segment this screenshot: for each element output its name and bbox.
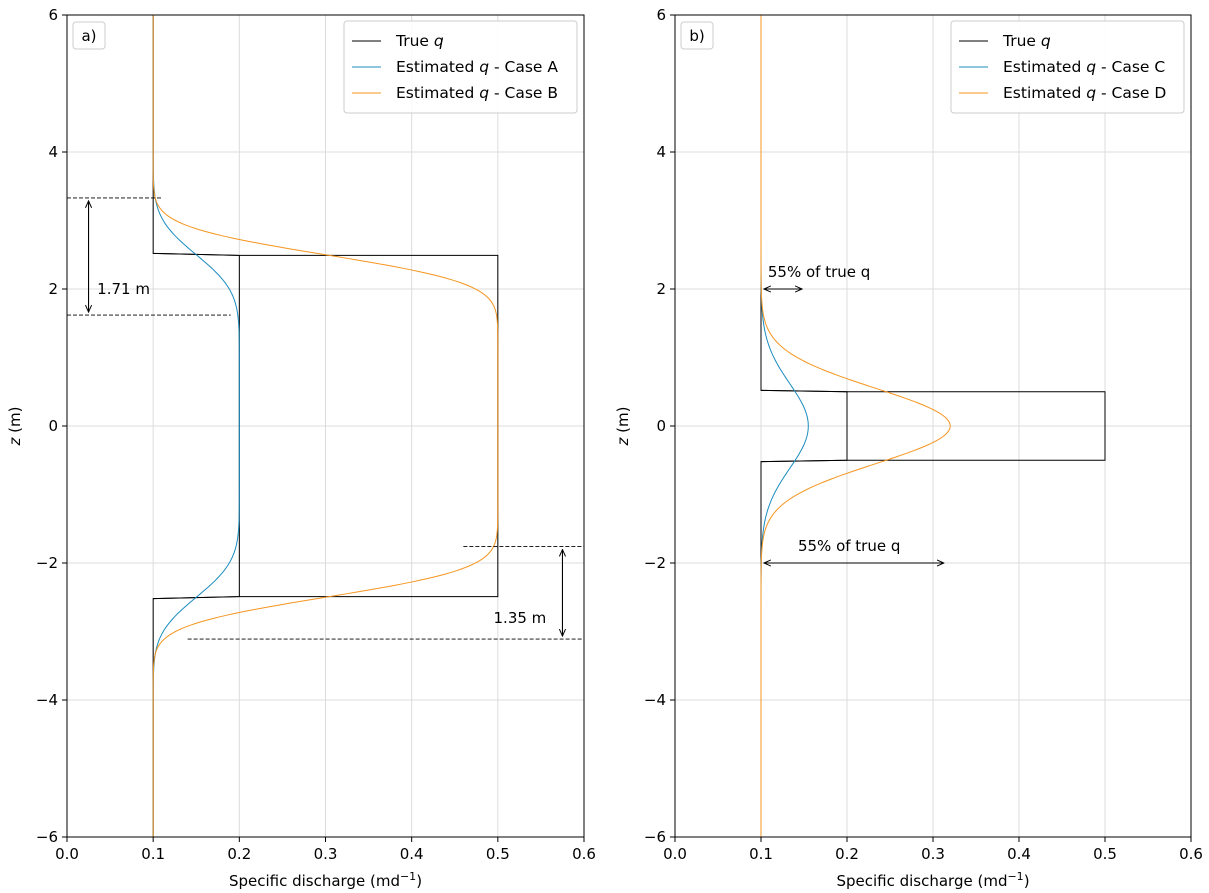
x-axis-label-main: Specific discharge (md bbox=[229, 872, 400, 890]
legend-label-prefix: Estimated bbox=[396, 84, 479, 102]
x-tick-label: 0.6 bbox=[1179, 845, 1203, 863]
y-tick-label: −4 bbox=[644, 691, 666, 709]
legend-label: Estimated q - Case D bbox=[1003, 84, 1166, 102]
x-tick-label: 0.4 bbox=[1007, 845, 1031, 863]
x-axis-label: Specific discharge (md−1) bbox=[229, 870, 422, 890]
panel-label-box bbox=[72, 21, 106, 50]
y-tick-label: 4 bbox=[48, 143, 58, 161]
legend-label-suffix: - Case C bbox=[1096, 58, 1165, 76]
panel-a: 0.0 0.1 0.2 0.3 0.4 0.5 0.6 −6 −4 −2 0 2 4 6 1.71 m 1.3… bbox=[6, 6, 596, 890]
legend-label: Estimated q - Case B bbox=[396, 84, 558, 102]
y-tick-label: −6 bbox=[644, 828, 666, 846]
x-axis-label: Specific discharge (md−1) bbox=[836, 870, 1029, 890]
legend-label-suffix: - Case B bbox=[489, 84, 558, 102]
y-axis-label-var: z bbox=[614, 436, 632, 446]
panel-label-text: a) bbox=[81, 27, 96, 45]
y-axis-label-unit: (m) bbox=[6, 407, 24, 438]
x-tick-label: 0.1 bbox=[141, 845, 165, 863]
x-tick-label: 0.5 bbox=[486, 845, 510, 863]
annotation-label: 1.71 m bbox=[97, 280, 150, 298]
annotation-label: 55% of true q bbox=[798, 537, 900, 555]
x-tick-label: 0.3 bbox=[314, 845, 338, 863]
annotation-label: 55% of true q bbox=[768, 263, 870, 281]
panel-label: a) bbox=[72, 21, 106, 50]
legend-label-prefix: Estimated bbox=[1003, 58, 1086, 76]
y-tick-label: 0 bbox=[656, 417, 666, 435]
x-tick-label: 0.6 bbox=[572, 845, 596, 863]
panel-label-box bbox=[680, 21, 714, 50]
legend-label: Estimated q - Case A bbox=[396, 58, 558, 76]
panel-label: b) bbox=[680, 21, 714, 50]
legend-label: True q bbox=[1002, 32, 1051, 50]
plot-frame bbox=[674, 14, 1192, 838]
y-axis-label-var: z bbox=[6, 436, 24, 446]
x-tick-label: 0.5 bbox=[1093, 845, 1117, 863]
x-tick-label: 0.4 bbox=[400, 845, 424, 863]
legend-label-prefix: Estimated bbox=[1003, 84, 1086, 102]
x-axis-label-sup: −1 bbox=[400, 870, 416, 883]
y-axis-label-unit: (m) bbox=[614, 407, 632, 438]
y-axis-label: z (m) bbox=[6, 407, 24, 447]
x-tick-label: 0.3 bbox=[921, 845, 945, 863]
x-tick-label: 0.2 bbox=[227, 845, 251, 863]
y-tick-label: −2 bbox=[644, 554, 666, 572]
legend-label-suffix: - Case D bbox=[1096, 84, 1166, 102]
legend-label-suffix: - Case A bbox=[489, 58, 558, 76]
legend-label-var: q bbox=[1086, 58, 1096, 76]
y-tick-label: 2 bbox=[48, 280, 58, 298]
y-tick-label: 2 bbox=[656, 280, 666, 298]
x-tick-label: 0.2 bbox=[835, 845, 859, 863]
y-tick-label: −6 bbox=[36, 828, 58, 846]
y-tick-label: 6 bbox=[48, 6, 58, 24]
legend-label-var: q bbox=[434, 32, 444, 50]
legend-label-var: q bbox=[479, 84, 489, 102]
y-tick-label: −2 bbox=[36, 554, 58, 572]
legend-label: Estimated q - Case C bbox=[1003, 58, 1165, 76]
x-tick-label: 0.0 bbox=[55, 845, 79, 863]
x-tick-label: 0.1 bbox=[749, 845, 773, 863]
legend-label: True q bbox=[395, 32, 444, 50]
panel-label-text: b) bbox=[689, 27, 704, 45]
y-tick-label: 6 bbox=[656, 6, 666, 24]
x-tick-label: 0.0 bbox=[663, 845, 687, 863]
series-line-case2 bbox=[760, 15, 951, 837]
y-tick-label: 0 bbox=[48, 417, 58, 435]
x-axis-label-sup: −1 bbox=[1007, 870, 1023, 883]
legend-label-var: q bbox=[1086, 84, 1096, 102]
legend-label-prefix: True bbox=[1002, 32, 1041, 50]
y-axis-label: z (m) bbox=[614, 407, 632, 447]
y-tick-label: 4 bbox=[656, 143, 666, 161]
legend-label-var: q bbox=[479, 58, 489, 76]
series-line-true bbox=[760, 15, 1106, 837]
legend-label-prefix: True bbox=[395, 32, 434, 50]
x-axis-label-close: ) bbox=[416, 872, 422, 890]
plot-frame bbox=[66, 14, 585, 838]
annotation-label: 1.35 m bbox=[494, 609, 547, 627]
legend-label-prefix: Estimated bbox=[396, 58, 479, 76]
x-axis-label-main: Specific discharge (md bbox=[836, 872, 1007, 890]
series-line-case2 bbox=[152, 15, 499, 837]
x-axis-label-close: ) bbox=[1024, 872, 1030, 890]
legend-box bbox=[343, 20, 578, 114]
panel-b: 0.0 0.1 0.2 0.3 0.4 0.5 0.6 −6 −4 −2 0 2 4 6 55% of tr… bbox=[614, 6, 1203, 890]
legend-label-var: q bbox=[1041, 32, 1051, 50]
legend-box bbox=[950, 20, 1185, 114]
y-tick-label: −4 bbox=[36, 691, 58, 709]
